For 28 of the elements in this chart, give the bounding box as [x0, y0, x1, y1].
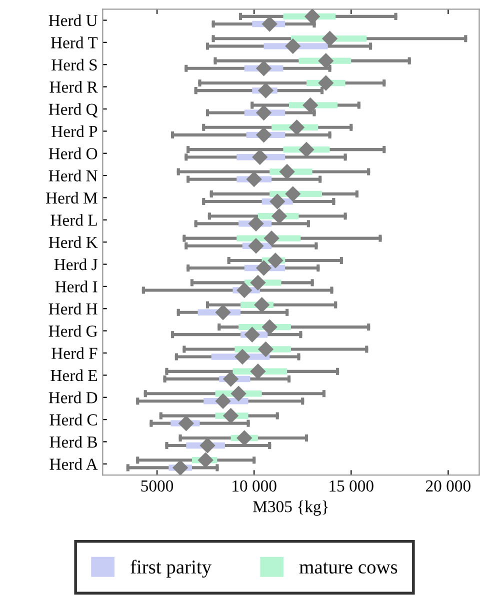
y-tick-label: Herd I: [55, 280, 98, 292]
x-tick-label: 5000: [141, 480, 174, 492]
y-tick-label: Herd A: [50, 458, 98, 470]
y-tick-label: Herd G: [48, 325, 98, 337]
y-tick-label: Herd H: [48, 302, 98, 315]
y-tick-label: Herd N: [48, 170, 98, 182]
y-tick-label: Herd U: [48, 14, 98, 26]
y-tick-label: Herd D: [48, 392, 98, 404]
y-tick-label: Herd J: [54, 258, 98, 270]
y-tick-label: Herd E: [50, 369, 97, 382]
legend-label: mature cows: [299, 562, 398, 574]
y-tick-label: Herd R: [50, 81, 98, 93]
y-tick-label: Herd T: [50, 36, 98, 48]
y-tick-label: Herd F: [52, 347, 98, 359]
y-tick-label: Herd K: [48, 236, 98, 248]
y-tick-label: Herd P: [52, 125, 98, 138]
y-tick-label: Herd B: [50, 436, 98, 448]
y-tick-label: Herd Q: [48, 103, 98, 118]
legend-label: first parity: [130, 560, 212, 578]
y-tick-label: Herd M: [46, 192, 98, 204]
x-axis-title: M305 {kg}: [253, 500, 328, 516]
y-tick-label: Herd S: [52, 58, 97, 71]
y-tick-label: Herd C: [50, 414, 97, 426]
y-tick-label: Herd O: [48, 148, 98, 160]
y-tick-label: Herd L: [50, 214, 97, 226]
x-tick-label: 10 000: [232, 480, 276, 492]
x-tick-label: 15 000: [330, 480, 374, 492]
x-tick-label: 20 000: [426, 480, 470, 492]
